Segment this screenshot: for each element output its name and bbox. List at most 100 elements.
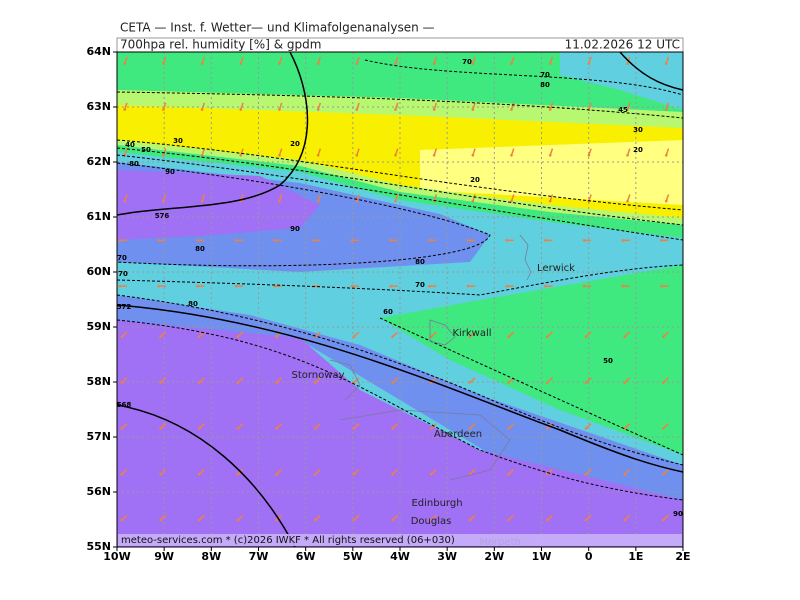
- wind-arrow-head: [429, 335, 433, 339]
- contour: [117, 319, 683, 501]
- contour-label: 90: [165, 168, 175, 176]
- wind-arrow-head: [236, 381, 240, 384]
- wind-arrow-head: [120, 381, 124, 384]
- wind-arrow-head: [505, 239, 509, 242]
- wind-arrow-head: [582, 284, 586, 288]
- wind-arrow-head: [623, 518, 626, 522]
- wind-arrow-head: [278, 62, 281, 65]
- wind-arrow-head: [389, 239, 393, 242]
- lon-label: 9W: [154, 550, 174, 563]
- wind-arrow-head: [239, 153, 243, 157]
- band-green: [380, 265, 683, 455]
- wind-arrow-head: [584, 335, 588, 339]
- lon-label: 10W: [103, 550, 130, 563]
- height-contour: [117, 52, 309, 216]
- wind-arrow-head: [159, 427, 162, 430]
- wind-arrow-head: [123, 108, 127, 111]
- wind-arrow-head: [275, 518, 278, 522]
- wind-arrow-head: [196, 239, 199, 242]
- wind-arrow-head: [278, 108, 281, 111]
- wind-arrow-head: [582, 239, 586, 242]
- contour: [117, 139, 683, 211]
- wind-arrow-head: [548, 62, 552, 65]
- wind-arrow-head: [466, 284, 470, 288]
- wind-arrow-head: [394, 153, 397, 157]
- wind-arrow-head: [352, 335, 356, 339]
- wind-arrow-head: [159, 381, 162, 384]
- wind-arrow-head: [236, 518, 240, 522]
- contour: [117, 147, 683, 226]
- wind-arrow-head: [662, 472, 665, 476]
- wind-arrow-head: [118, 239, 122, 242]
- wind-arrow-head: [428, 239, 431, 242]
- wind-arrow-head: [391, 427, 394, 430]
- wind-arrow-head: [200, 153, 204, 157]
- wind-arrow-head: [391, 335, 394, 339]
- contour-label: 70: [117, 254, 127, 262]
- wind-arrow-head: [355, 199, 359, 203]
- wind-arrow-head: [548, 199, 552, 203]
- wind-arrow-head: [313, 472, 317, 476]
- wind-arrow-head: [391, 381, 394, 384]
- lon-label: 6W: [296, 550, 316, 563]
- contour-label: 60: [383, 308, 393, 316]
- wind-arrow-head: [507, 427, 510, 430]
- contour: [117, 91, 683, 119]
- lat-label: 63N: [86, 100, 111, 113]
- wind-arrow-head: [278, 153, 281, 157]
- wind-arrow-head: [350, 284, 354, 288]
- wind-arrow-head: [466, 239, 470, 242]
- valid-time: 11.02.2026 12 UTC: [565, 38, 680, 52]
- wind-arrow-head: [197, 518, 201, 522]
- wind-arrow-head: [120, 427, 124, 430]
- wind-arrow-head: [548, 153, 552, 157]
- wind-arrow-head: [162, 108, 165, 111]
- wind-arrow-head: [391, 518, 394, 522]
- wind-arrow-head: [505, 284, 509, 288]
- lat-label: 56N: [86, 485, 111, 498]
- wind-arrow-head: [316, 108, 320, 111]
- wind-arrow-head: [621, 284, 625, 288]
- place-label: Kirkwall: [452, 328, 491, 339]
- height-contour: [117, 304, 683, 473]
- wind-arrow-head: [662, 381, 665, 384]
- wind-arrow-head: [355, 108, 359, 111]
- wind-arrow-head: [510, 62, 513, 65]
- contour-label: 80: [188, 300, 198, 308]
- wind-arrow-head: [468, 427, 472, 430]
- wind-arrow-head: [355, 153, 359, 157]
- wind-arrow-head: [120, 335, 124, 339]
- wind-arrow-head: [273, 284, 277, 288]
- lat-label: 64N: [86, 45, 111, 58]
- wind-arrow-head: [507, 381, 510, 384]
- wind-arrow-head: [157, 284, 160, 288]
- wind-arrow-head: [120, 472, 124, 476]
- band-cyan: [560, 52, 683, 110]
- wind-arrow-head: [120, 518, 124, 522]
- wind-arrow-head: [626, 199, 629, 203]
- lon-label: 1E: [628, 550, 643, 563]
- wind-arrow-head: [584, 427, 588, 430]
- wind-arrow-head: [662, 518, 665, 522]
- place-label: Aberdeen: [434, 429, 482, 440]
- wind-arrow-head: [584, 381, 588, 384]
- wind-arrow-head: [432, 62, 436, 65]
- wind-arrow-head: [197, 381, 201, 384]
- contour-label: 572: [117, 303, 132, 311]
- wind-arrow-head: [278, 199, 281, 203]
- wind-arrow-head: [273, 239, 277, 242]
- wind-arrow-head: [239, 108, 243, 111]
- wind-arrow-head: [313, 427, 317, 430]
- footer: meteo-services.com * (c)2026 IWKF * All …: [121, 535, 455, 546]
- wind-arrow-head: [545, 335, 549, 339]
- contour-label: 80: [129, 160, 139, 168]
- contour-label: 40: [125, 141, 135, 149]
- lon-label: 0: [585, 550, 593, 563]
- contour: [117, 162, 491, 267]
- wind-arrow-head: [510, 108, 513, 111]
- coastline: [329, 234, 532, 481]
- wind-arrow-head: [471, 108, 475, 111]
- wind-arrow-head: [545, 518, 549, 522]
- wind-arrow-head: [275, 381, 278, 384]
